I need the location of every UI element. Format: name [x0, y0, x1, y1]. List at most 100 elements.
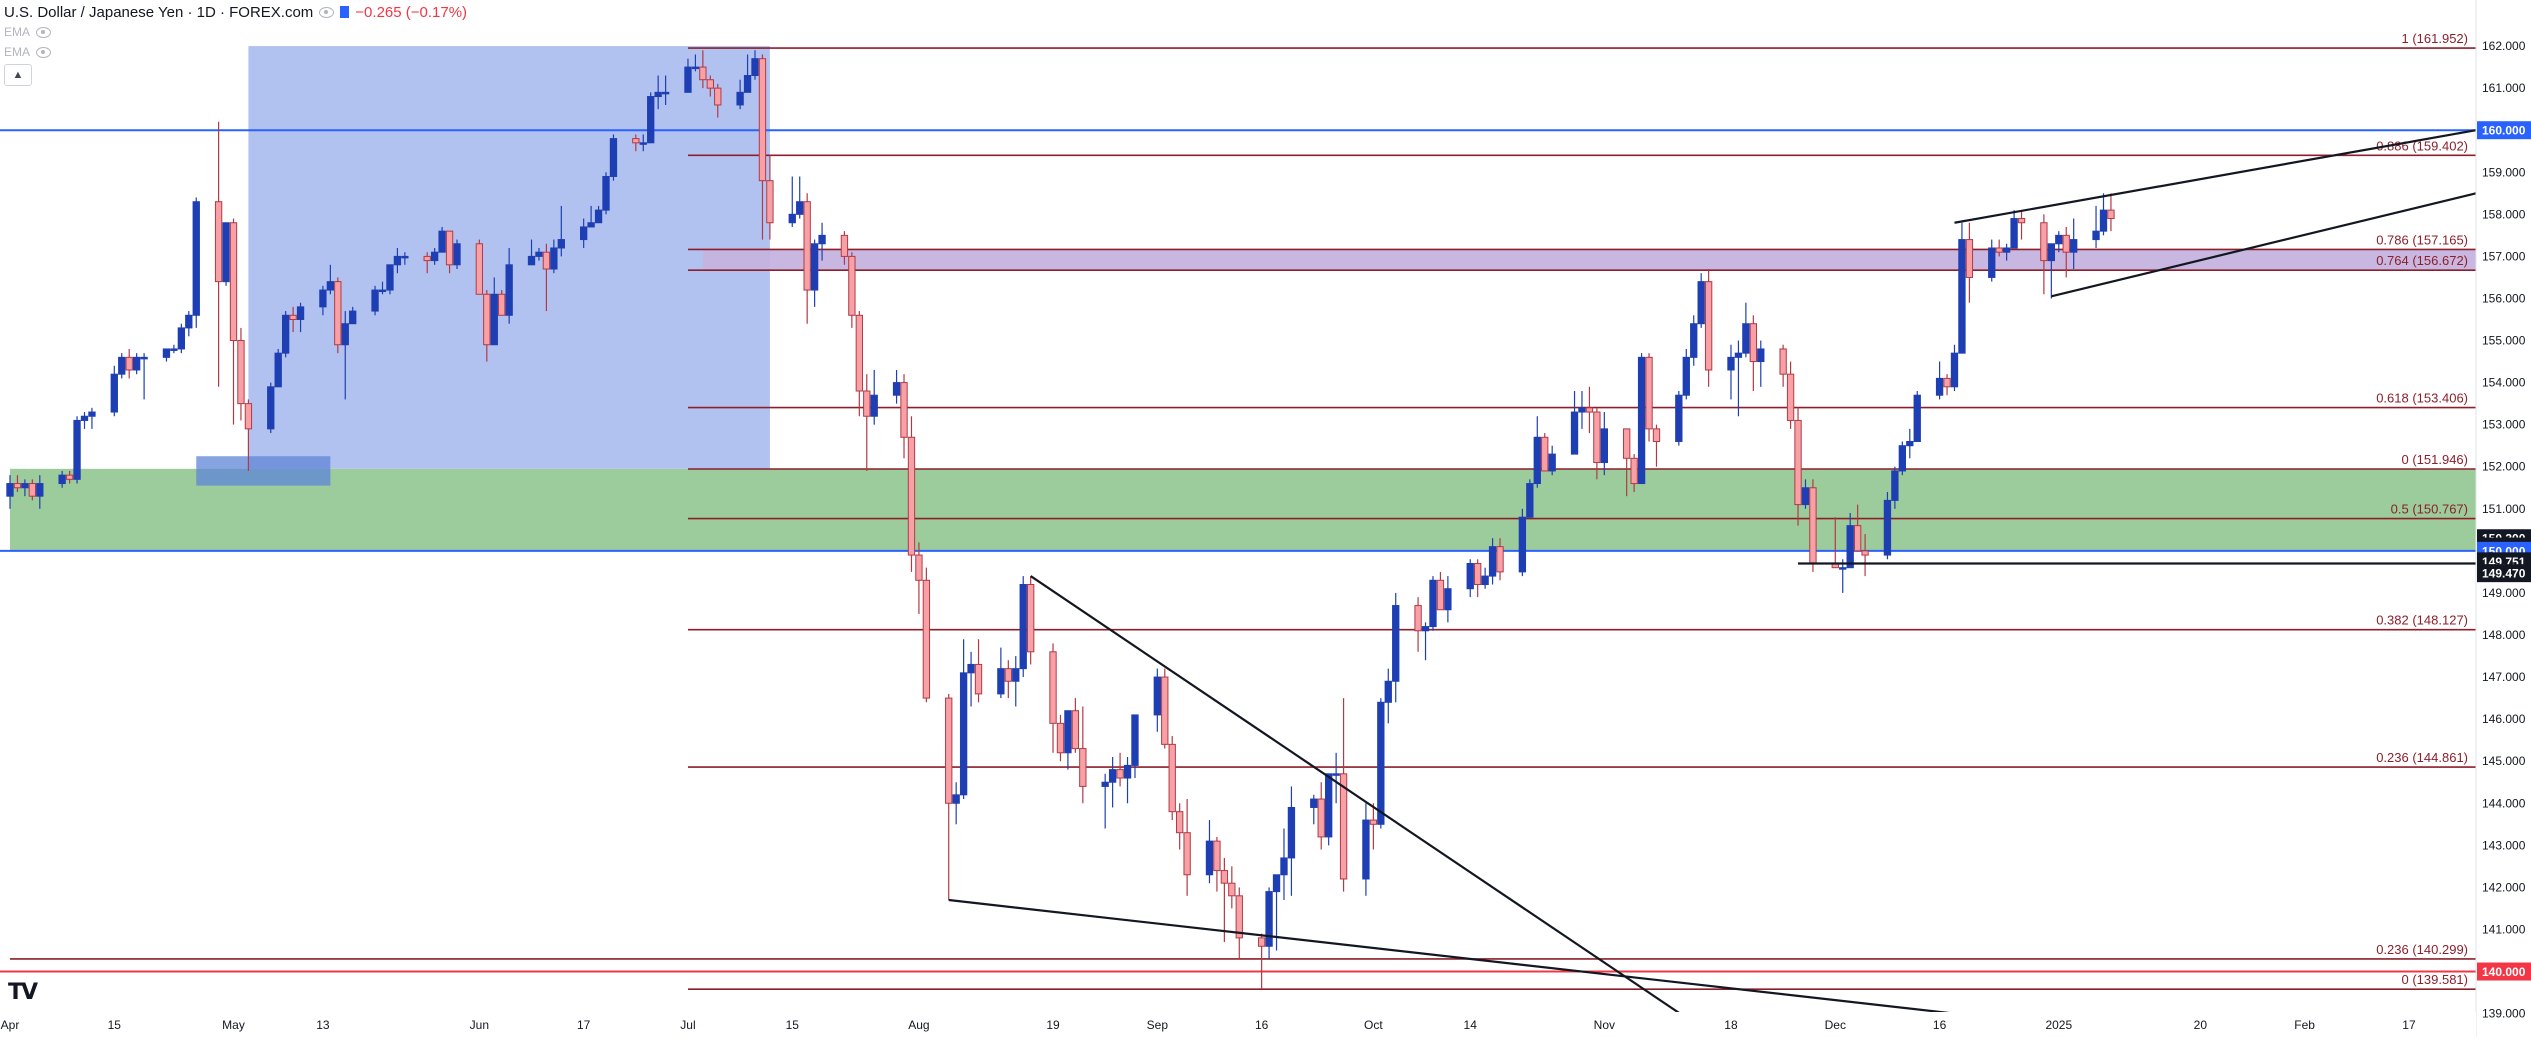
- price-badge[interactable]: [2477, 121, 2531, 140]
- eye-icon[interactable]: [36, 26, 52, 38]
- candle[interactable]: [632, 138, 640, 144]
- candle[interactable]: [691, 66, 700, 70]
- candle[interactable]: [430, 251, 439, 262]
- candle[interactable]: [699, 66, 707, 81]
- candle[interactable]: [1682, 356, 1690, 396]
- candle[interactable]: [1079, 748, 1087, 787]
- collapse-legend-button[interactable]: ▲: [4, 64, 32, 86]
- candle[interactable]: [341, 323, 349, 346]
- candle[interactable]: [840, 234, 849, 257]
- candle[interactable]: [1287, 806, 1296, 859]
- candle[interactable]: [326, 281, 335, 291]
- candle[interactable]: [2062, 234, 2070, 253]
- candle[interactable]: [1265, 891, 1273, 947]
- candle[interactable]: [714, 87, 722, 106]
- candle[interactable]: [319, 289, 327, 308]
- candle[interactable]: [2047, 243, 2056, 262]
- candle[interactable]: [1444, 588, 1452, 611]
- candle[interactable]: [1071, 710, 1080, 750]
- candle[interactable]: [1332, 773, 1340, 776]
- candle[interactable]: [1853, 525, 1862, 552]
- candle[interactable]: [445, 230, 454, 266]
- candle[interactable]: [1220, 870, 1229, 884]
- candle[interactable]: [2107, 209, 2115, 220]
- candle[interactable]: [1131, 714, 1139, 766]
- candle[interactable]: [1176, 811, 1184, 834]
- candle[interactable]: [1630, 457, 1638, 485]
- candle[interactable]: [997, 668, 1005, 695]
- candle[interactable]: [1339, 773, 1348, 880]
- candle[interactable]: [743, 75, 752, 93]
- candle[interactable]: [1213, 840, 1221, 872]
- candle[interactable]: [900, 382, 908, 438]
- candle[interactable]: [1958, 239, 1966, 354]
- candle[interactable]: [1704, 281, 1713, 371]
- candle[interactable]: [1533, 436, 1541, 485]
- candle[interactable]: [1064, 710, 1072, 754]
- candle[interactable]: [229, 222, 238, 342]
- candle[interactable]: [88, 411, 96, 417]
- candle[interactable]: [13, 483, 22, 489]
- candle[interactable]: [1421, 626, 1430, 632]
- candle[interactable]: [1585, 407, 1594, 413]
- candle[interactable]: [296, 306, 305, 320]
- candle[interactable]: [922, 579, 931, 699]
- candle[interactable]: [498, 293, 506, 316]
- candle[interactable]: [1645, 356, 1653, 430]
- trend-line[interactable]: [1030, 575, 1687, 1019]
- candle[interactable]: [73, 419, 81, 480]
- candle[interactable]: [1935, 377, 1944, 396]
- candle[interactable]: [863, 390, 871, 417]
- candle[interactable]: [602, 175, 610, 211]
- candle[interactable]: [1593, 411, 1601, 464]
- candle[interactable]: [490, 293, 498, 346]
- candle[interactable]: [1637, 356, 1646, 485]
- candle[interactable]: [162, 348, 171, 358]
- candle[interactable]: [1898, 445, 1907, 472]
- candle[interactable]: [1369, 819, 1378, 825]
- ema-row-2[interactable]: EMA: [4, 42, 467, 62]
- candle[interactable]: [125, 356, 133, 371]
- candle[interactable]: [2099, 209, 2108, 232]
- candle[interactable]: [1913, 394, 1921, 442]
- symbol-row[interactable]: U.S. Dollar / Japanese Yen · 1D · FOREX.…: [4, 2, 467, 22]
- candle[interactable]: [237, 340, 245, 405]
- candle[interactable]: [393, 255, 402, 266]
- candle[interactable]: [788, 213, 796, 224]
- candle[interactable]: [1235, 895, 1243, 939]
- candle[interactable]: [1779, 348, 1787, 375]
- candle[interactable]: [28, 483, 37, 497]
- candle[interactable]: [177, 327, 186, 350]
- candle[interactable]: [80, 415, 89, 421]
- candle[interactable]: [21, 483, 29, 489]
- candle[interactable]: [1414, 605, 1422, 632]
- candle[interactable]: [1697, 281, 1705, 325]
- trend-line[interactable]: [1954, 129, 2477, 224]
- candle[interactable]: [244, 403, 253, 430]
- candle[interactable]: [2092, 230, 2100, 241]
- candle[interactable]: [1101, 781, 1109, 787]
- candle[interactable]: [1757, 348, 1765, 363]
- candle[interactable]: [1794, 419, 1802, 506]
- candle[interactable]: [550, 247, 558, 270]
- candle[interactable]: [1280, 857, 1288, 876]
- trend-line[interactable]: [2051, 192, 2477, 298]
- candle[interactable]: [974, 663, 983, 695]
- candle[interactable]: [267, 386, 275, 430]
- candle[interactable]: [870, 394, 878, 417]
- symbol-title[interactable]: U.S. Dollar / Japanese Yen · 1D · FOREX.…: [4, 3, 314, 21]
- candle[interactable]: [796, 201, 804, 215]
- candle[interactable]: [1392, 605, 1400, 682]
- candle[interactable]: [1168, 743, 1176, 813]
- candle[interactable]: [1727, 356, 1735, 371]
- candle[interactable]: [594, 209, 603, 224]
- candle[interactable]: [1257, 937, 1266, 947]
- candle[interactable]: [378, 289, 387, 293]
- time-axis[interactable]: [0, 1012, 2476, 1037]
- candle[interactable]: [1526, 483, 1534, 518]
- candle[interactable]: [423, 255, 431, 262]
- candle[interactable]: [36, 483, 44, 497]
- candle[interactable]: [1786, 373, 1795, 421]
- candle[interactable]: [110, 373, 118, 413]
